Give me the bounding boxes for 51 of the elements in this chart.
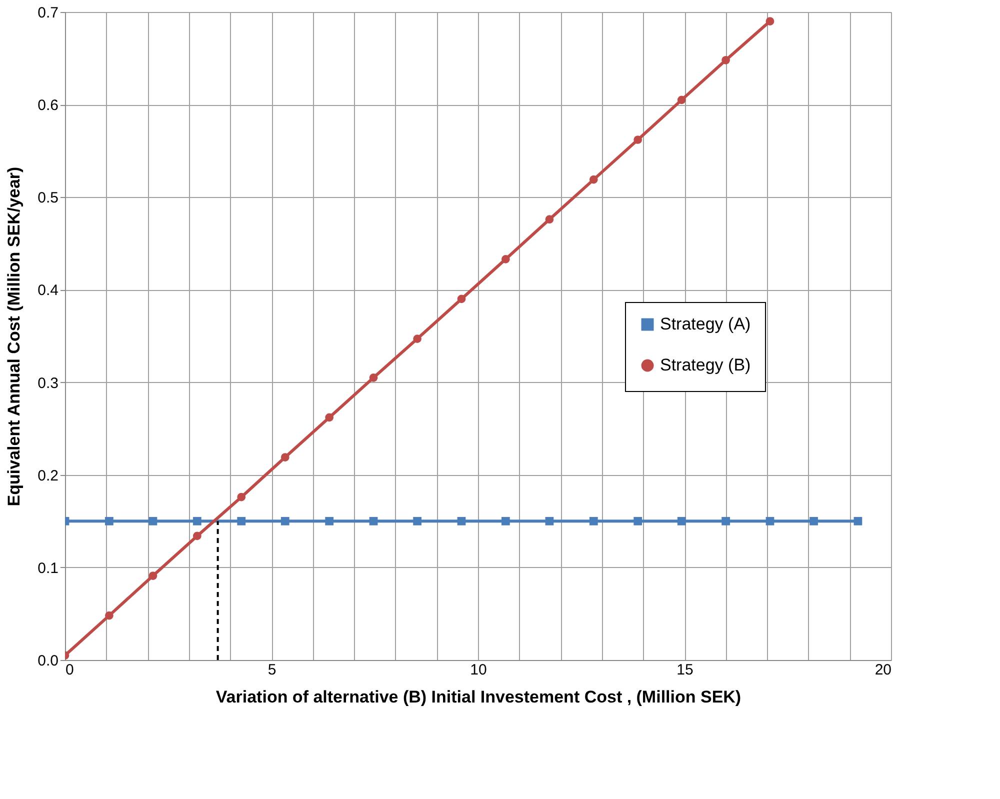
point — [457, 294, 466, 304]
point — [589, 175, 598, 184]
point — [722, 516, 730, 526]
point — [634, 136, 642, 144]
point — [589, 516, 598, 526]
point — [280, 516, 290, 526]
x-tick-label: 0 — [66, 662, 74, 678]
point — [722, 56, 730, 64]
point — [369, 373, 378, 382]
point — [148, 572, 158, 580]
y-tick-label: 0.1 — [38, 560, 58, 577]
point — [766, 516, 774, 526]
point — [237, 516, 246, 526]
y-tick-label: 0.5 — [38, 190, 58, 207]
point — [148, 516, 158, 526]
x-tick-label: 20 — [874, 662, 892, 678]
point — [677, 96, 686, 104]
point — [105, 611, 114, 620]
point — [854, 516, 862, 526]
legend-label: Strategy (B) — [660, 356, 751, 374]
x-axis-title: Variation of alternative (B) Initial Investement Cost , (Million SEK) — [216, 688, 742, 706]
point — [325, 413, 334, 422]
point — [369, 516, 378, 526]
y-tick-label: 0.6 — [38, 97, 58, 114]
point — [413, 334, 422, 343]
y-tick-label: 0.7 — [38, 4, 58, 22]
y-tick-label: 0.0 — [38, 652, 58, 670]
point — [105, 516, 114, 526]
point — [280, 453, 290, 462]
point — [501, 516, 510, 526]
y-tick-label: 0.3 — [38, 374, 58, 392]
x-tick-label: 15 — [676, 662, 694, 678]
point — [457, 516, 466, 526]
point — [192, 532, 202, 540]
point — [766, 17, 774, 26]
point — [545, 215, 554, 224]
point — [634, 516, 642, 526]
x-tick-label: 5 — [268, 662, 276, 678]
y-tick-label: 0.4 — [38, 282, 58, 300]
point — [192, 516, 202, 526]
x-tick-label: 10 — [470, 662, 487, 678]
point — [677, 516, 686, 526]
point — [501, 254, 510, 264]
point — [413, 516, 422, 526]
y-axis-title: Equivalent Annual Cost (Million SEK/year) — [4, 166, 24, 506]
point — [545, 516, 554, 526]
point — [810, 516, 818, 526]
y-tick-label: 0.2 — [38, 467, 58, 484]
point — [325, 516, 334, 526]
legend-label: Strategy (A) — [660, 314, 751, 334]
point — [237, 492, 246, 502]
